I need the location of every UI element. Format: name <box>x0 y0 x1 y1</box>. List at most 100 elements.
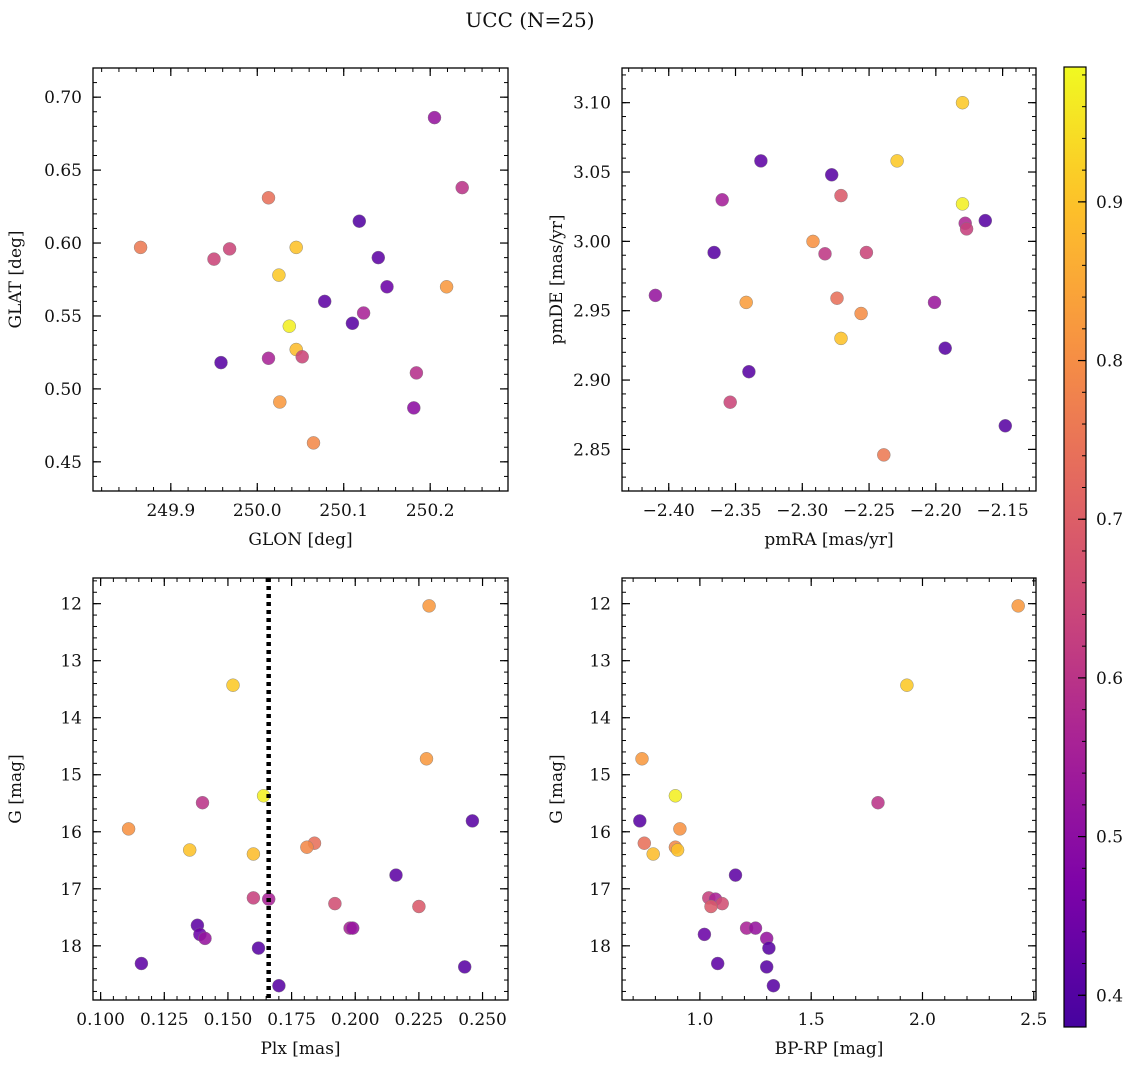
axis-ticks: 249.9 250.0 250.1 250.2 0.45 0.50 0.55 0.60 0.65… <box>44 67 508 521</box>
x-tick-label: −2.25 <box>843 501 895 521</box>
data-point <box>633 814 647 828</box>
data-point <box>890 154 904 168</box>
data-point <box>356 306 371 320</box>
data-point <box>760 960 774 974</box>
data-point <box>439 280 454 294</box>
data-point <box>251 941 266 955</box>
data-point <box>246 891 261 905</box>
y-tick-label: 13 <box>60 652 82 672</box>
axes-frame <box>621 67 1037 492</box>
y-tick-label: 0.65 <box>44 161 82 181</box>
y-tick-label: 0.50 <box>44 380 82 400</box>
data-point <box>318 294 332 309</box>
data-point <box>306 436 321 450</box>
y-axis-label: GLAT [deg] <box>6 230 26 328</box>
data-point <box>380 280 394 294</box>
y-axis-label: G [mag] <box>547 754 567 823</box>
x-axis-label: pmRA [mas/yr] <box>764 530 893 550</box>
data-point <box>246 847 261 861</box>
data-point <box>352 214 366 228</box>
x-tick-label: 1.0 <box>686 1010 713 1030</box>
axis-ticks: −2.40 −2.35 −2.30 −2.25 −2.20 −2.15 2.85 2.90 2.… <box>573 68 1036 521</box>
x-tick-label: −2.30 <box>776 501 828 521</box>
axes-frame <box>92 67 509 492</box>
x-tick-label: 2.0 <box>909 1010 936 1030</box>
data-point <box>182 843 197 857</box>
x-tick-label: 2.5 <box>1020 1010 1047 1030</box>
y-tick-label: 0.60 <box>44 234 82 254</box>
data-point <box>766 979 781 993</box>
x-tick-label: 0.175 <box>267 1010 316 1030</box>
data-point <box>214 355 228 370</box>
data-point <box>134 956 149 971</box>
y-tick-label: 14 <box>60 709 82 729</box>
x-tick-label: 0.100 <box>76 1010 125 1030</box>
data-point <box>707 245 721 260</box>
data-point <box>635 752 649 766</box>
data-point <box>978 213 992 228</box>
colorbar: 0.4 0.5 0.6 0.7 0.8 0.9 <box>1063 66 1123 1028</box>
data-point <box>834 331 848 346</box>
colorbar-tick-label: 0.7 <box>1096 510 1123 530</box>
y-tick-label: 18 <box>589 937 611 957</box>
data-point <box>371 250 385 265</box>
x-tick-label: 0.200 <box>331 1010 380 1030</box>
data-point <box>830 291 844 305</box>
x-tick-label: 0.150 <box>204 1010 253 1030</box>
data-point <box>668 789 683 803</box>
data-point <box>261 351 276 365</box>
data-point <box>328 896 342 911</box>
data-point <box>762 941 776 955</box>
y-tick-label: 3.10 <box>573 94 611 114</box>
x-axis-label: BP-RP [mag] <box>775 1039 884 1059</box>
data-point <box>723 395 737 409</box>
data-point <box>704 899 718 914</box>
scatter-points <box>121 599 480 993</box>
axes-frame <box>92 577 509 1001</box>
data-point <box>748 921 763 935</box>
data-point <box>222 242 237 256</box>
data-point <box>955 197 970 211</box>
data-point <box>458 960 472 974</box>
panel-bottom-left: 0.100 0.125 0.150 0.175 0.200 0.225 0.250 12 13 1… <box>6 577 509 1059</box>
y-tick-label: 15 <box>589 766 611 786</box>
data-point <box>195 796 210 810</box>
data-point <box>407 401 421 415</box>
x-tick-label: −2.20 <box>910 501 962 521</box>
data-point <box>226 678 240 692</box>
data-point <box>419 752 434 766</box>
data-point <box>422 599 436 613</box>
data-point <box>198 931 212 946</box>
data-point <box>670 843 685 857</box>
scatter-points <box>633 599 1025 993</box>
panels: 249.9 250.0 250.1 250.2 0.45 0.50 0.55 0.60 0.65… <box>6 67 1047 1059</box>
data-point <box>289 240 303 255</box>
x-tick-label: 0.125 <box>140 1010 189 1030</box>
data-point <box>637 836 651 850</box>
data-point <box>877 448 891 462</box>
y-tick-label: 12 <box>60 595 82 615</box>
x-tick-label: 0.250 <box>458 1010 507 1030</box>
x-tick-label: 249.9 <box>146 501 195 521</box>
colorbar-tick-label: 0.9 <box>1096 193 1123 213</box>
data-point <box>412 899 426 914</box>
data-point <box>938 341 952 355</box>
data-point <box>465 814 480 828</box>
scatter-points <box>648 95 1012 462</box>
data-point <box>646 847 660 861</box>
y-tick-label: 2.95 <box>573 302 611 322</box>
data-point <box>673 822 687 836</box>
x-tick-label: −2.40 <box>643 501 695 521</box>
x-axis-label: GLON [deg] <box>248 530 352 550</box>
data-point <box>133 240 148 255</box>
y-tick-label: 14 <box>589 709 611 729</box>
x-tick-label: −2.15 <box>977 501 1029 521</box>
data-point <box>871 796 885 810</box>
panel-bottom-right: 1.0 1.5 2.0 2.5 12 13 14 15 16 17 18 BP-RP [mag] G [… <box>547 577 1047 1059</box>
data-point <box>754 154 768 168</box>
data-point <box>697 927 712 942</box>
panel-top-right: −2.40 −2.35 −2.30 −2.25 −2.20 −2.15 2.85 2.90 2.… <box>547 67 1037 550</box>
y-tick-label: 0.45 <box>44 453 82 473</box>
data-point <box>272 268 286 282</box>
